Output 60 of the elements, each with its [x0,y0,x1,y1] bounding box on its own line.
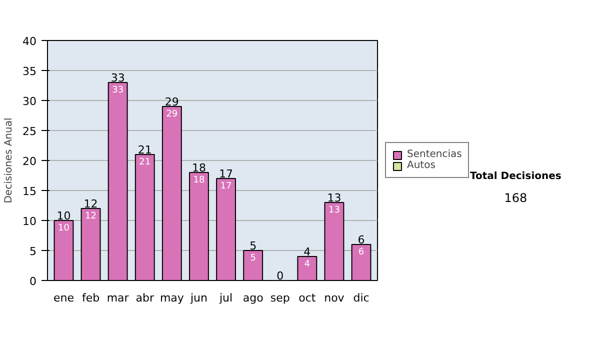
x-tick-label: oct [298,292,316,304]
text: 168 [503,190,528,208]
data-label: 29 [166,110,178,120]
y-tick-label: 35 [22,65,37,78]
y-tick-label: 40 [22,35,37,48]
y-tick-label: 10 [22,215,37,228]
x-tick-label: jun [189,292,208,304]
bar [54,220,74,280]
y-axis-title: Decisiones Anual [4,118,15,204]
y-tick-label: 15 [22,185,37,198]
data-label: 6 [358,248,364,258]
x-tick-label: jul [218,292,233,304]
total-label: 6 [358,234,365,246]
bar [134,154,155,280]
bar [108,82,128,280]
data-label: 4 [304,260,310,270]
total-label: 13 [327,192,342,204]
legend-label: Autos [407,160,436,171]
x-tick-label: mar [106,292,130,304]
total-label: 4 [304,246,311,258]
data-label: 10 [58,224,70,234]
bar [162,106,182,280]
data-label: 33 [112,86,124,96]
x-tick-label: ago [242,292,264,304]
bar [189,172,209,280]
bar [351,244,372,280]
x-tick-label: nov [324,292,345,304]
bar [324,202,344,280]
total-label: 5 [250,240,257,252]
y-tick-label: 5 [30,245,36,258]
total-label: 21 [138,144,152,156]
legend-label: Sentencias [407,149,462,160]
y-tick-label: 20 [22,155,37,168]
x-tick-label: feb [82,292,100,304]
data-label: 21 [139,158,151,168]
data-label: 5 [250,254,256,264]
x-tick-label: dic [353,292,370,304]
data-label: 18 [193,176,205,186]
total-label: 29 [164,96,179,108]
data-label: 13 [328,206,340,216]
bar [297,256,318,280]
bar [216,178,236,280]
x-tick-label: sep [270,292,290,304]
x-tick-label: abr [136,292,154,304]
data-label: 17 [220,182,232,192]
y-tick-label: 25 [22,125,37,138]
y-tick-label: 0 [30,275,36,288]
y-tick-label: 30 [22,95,37,108]
total-label: 33 [110,72,125,84]
total-label: 18 [192,162,206,174]
data-label: 12 [85,212,97,222]
total-label: 12 [84,198,98,210]
total-label: 10 [56,210,71,222]
bar [243,250,264,280]
total-label: 0 [276,270,284,282]
x-tick-label: may [160,292,184,304]
total-label: 17 [219,168,234,180]
bar [80,208,101,280]
x-tick-label: ene [53,292,74,304]
text: Total Decisiones [470,170,562,184]
